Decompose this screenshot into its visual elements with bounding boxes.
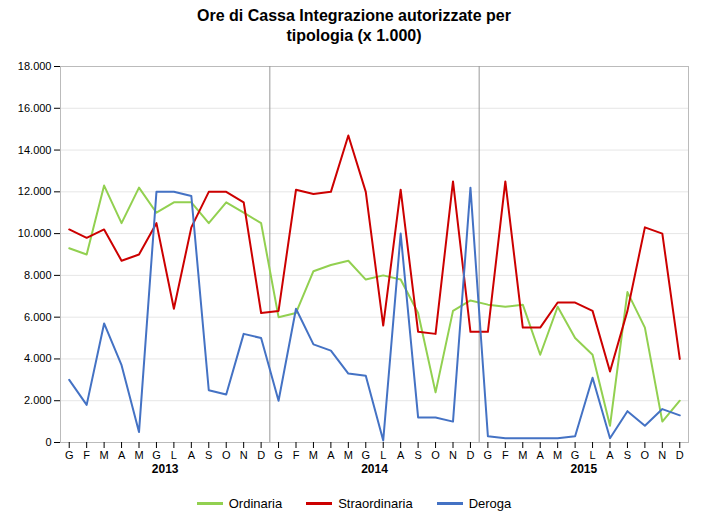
svg-text:L: L [171,449,177,461]
svg-text:G: G [65,449,74,461]
svg-text:F: F [502,449,509,461]
svg-text:D: D [466,449,474,461]
svg-text:G: G [361,449,370,461]
svg-text:6.000: 6.000 [24,311,52,323]
svg-text:N: N [449,449,457,461]
svg-text:2015: 2015 [570,462,597,476]
svg-text:M: M [553,449,562,461]
svg-text:A: A [118,449,126,461]
svg-text:4.000: 4.000 [24,352,52,364]
html-text:Straordinaria: Straordinaria [338,496,413,511]
svg-text:A: A [397,449,405,461]
svg-text:12.000: 12.000 [18,185,52,197]
svg-text:A: A [606,449,614,461]
svg-text:0: 0 [45,436,51,448]
svg-text:2014: 2014 [361,462,388,476]
svg-text:G: G [274,449,283,461]
svg-text:F: F [83,449,90,461]
svg-text:A: A [537,449,545,461]
svg-text:F: F [293,449,300,461]
svg-text:M: M [344,449,353,461]
html-text:Deroga: Deroga [468,496,512,511]
svg-text:14.000: 14.000 [18,144,52,156]
html-text:Ordinaria: Ordinaria [228,496,283,511]
svg-text:S: S [624,449,631,461]
svg-text:M: M [309,449,318,461]
svg-text:G: G [152,449,161,461]
svg-text:O: O [222,449,231,461]
svg-text:2013: 2013 [152,462,179,476]
svg-text:16.000: 16.000 [18,102,52,114]
svg-text:18.000: 18.000 [18,60,52,72]
svg-text:D: D [257,449,265,461]
svg-text:2.000: 2.000 [24,394,52,406]
svg-text:N: N [240,449,248,461]
svg-text:M: M [518,449,527,461]
svg-text:D: D [676,449,684,461]
html-text:Ore di Cassa Integrazione auto: Ore di Cassa Integrazione autorizzate pe… [197,7,511,44]
svg-text:10.000: 10.000 [18,227,52,239]
svg-text:O: O [431,449,440,461]
svg-text:A: A [188,449,196,461]
svg-text:L: L [589,449,595,461]
svg-text:N: N [658,449,666,461]
svg-text:M: M [100,449,109,461]
svg-text:S: S [414,449,421,461]
svg-text:O: O [641,449,650,461]
svg-text:M: M [134,449,143,461]
svg-text:G: G [571,449,580,461]
svg-text:S: S [205,449,212,461]
svg-text:A: A [327,449,335,461]
svg-text:G: G [484,449,493,461]
svg-text:8.000: 8.000 [24,269,52,281]
svg-text:L: L [380,449,386,461]
